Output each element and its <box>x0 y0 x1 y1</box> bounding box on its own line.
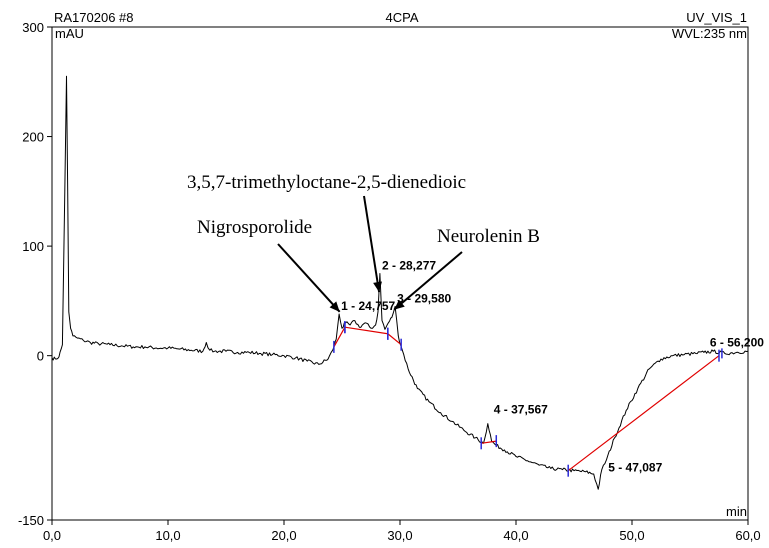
y-tick-label: 100 <box>22 239 44 254</box>
annotation-group: 3,5,7-trimethyloctane-2,5-dienedioic Nigr… <box>187 172 540 313</box>
compound-annotation: 3,5,7-trimethyloctane-2,5-dienedioic <box>187 172 466 193</box>
x-tick-label: 60,0 <box>735 528 760 543</box>
peak-label: 5 - 47,087 <box>608 460 662 474</box>
chromatogram-trace <box>51 75 749 490</box>
channel-name: UV_VIS_1 <box>686 10 747 25</box>
peak-baseline <box>344 326 388 335</box>
peak-label: 4 - 37,567 <box>494 403 548 417</box>
peak-baseline <box>481 440 497 444</box>
peak-label: 1 - 24,757 <box>341 299 395 313</box>
compound-annotation: Nigrosporolide <box>197 217 312 238</box>
x-tick-label: 20,0 <box>271 528 296 543</box>
chart-title: 4CPA <box>386 10 419 25</box>
annotation-arrow <box>363 195 381 293</box>
annotation-arrowhead <box>329 301 340 312</box>
sample-name: RA170206 #8 <box>54 10 134 25</box>
axis-ticks: 0,0 10,0 20,0 30,0 40,0 50,0 60,0 -150 0 100 200 30… <box>18 20 761 543</box>
x-axis-label: min <box>726 504 747 519</box>
wavelength-label: WVL:235 nm <box>672 26 747 41</box>
x-tick-label: 50,0 <box>619 528 644 543</box>
annotation-arrow <box>393 251 463 311</box>
x-tick-label: 0,0 <box>43 528 61 543</box>
y-axis-label: mAU <box>55 26 84 41</box>
y-tick-label: 200 <box>22 130 44 145</box>
baseline-group <box>333 321 723 477</box>
compound-annotation: Neurolenin B <box>437 226 540 247</box>
annotation-arrowhead <box>394 299 405 310</box>
peak-baseline <box>567 355 720 472</box>
peak-label: 3 - 29,580 <box>397 291 451 305</box>
peak-label-group: 1 - 24,757 2 - 28,277 3 - 29,580 4 - 37,567… <box>341 259 764 475</box>
peak-label: 2 - 28,277 <box>382 259 436 273</box>
trace-group <box>51 75 749 490</box>
annotation-arrowhead <box>373 281 382 293</box>
y-tick-label: 300 <box>22 20 44 35</box>
peak-baseline <box>333 326 346 348</box>
y-tick-label: 0 <box>37 349 44 364</box>
annotation-arrow <box>277 243 341 313</box>
peak-label: 6 - 56,200 <box>710 335 764 349</box>
y-tick-label: -150 <box>18 513 44 528</box>
x-tick-label: 10,0 <box>155 528 180 543</box>
x-tick-label: 40,0 <box>503 528 528 543</box>
x-tick-label: 30,0 <box>387 528 412 543</box>
plot-frame <box>51 26 749 521</box>
peak-baseline <box>387 333 402 346</box>
